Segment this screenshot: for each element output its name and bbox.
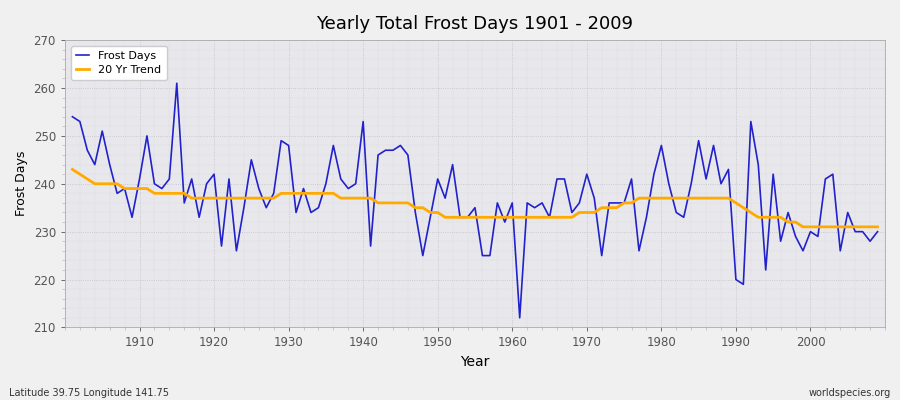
Line: Frost Days: Frost Days <box>72 83 878 318</box>
20 Yr Trend <box>336 196 346 200</box>
20 Yr Trend <box>872 224 883 229</box>
Frost Days <box>514 316 525 320</box>
Frost Days <box>872 229 883 234</box>
Text: worldspecies.org: worldspecies.org <box>809 388 891 398</box>
Frost Days <box>343 186 354 191</box>
Line: 20 Yr Trend: 20 Yr Trend <box>72 169 878 227</box>
20 Yr Trend <box>597 205 608 210</box>
Frost Days <box>522 200 533 205</box>
X-axis label: Year: Year <box>460 355 490 369</box>
20 Yr Trend <box>797 224 808 229</box>
20 Yr Trend <box>67 167 77 172</box>
Y-axis label: Frost Days: Frost Days <box>15 151 28 216</box>
Title: Yearly Total Frost Days 1901 - 2009: Yearly Total Frost Days 1901 - 2009 <box>317 15 634 33</box>
Frost Days <box>611 200 622 205</box>
Frost Days <box>507 200 517 205</box>
Frost Days <box>171 81 182 86</box>
Text: Latitude 39.75 Longitude 141.75: Latitude 39.75 Longitude 141.75 <box>9 388 169 398</box>
Frost Days <box>67 114 77 119</box>
Legend: Frost Days, 20 Yr Trend: Frost Days, 20 Yr Trend <box>70 46 167 80</box>
20 Yr Trend <box>507 215 517 220</box>
Frost Days <box>298 186 309 191</box>
Frost Days <box>127 215 138 220</box>
20 Yr Trend <box>291 191 302 196</box>
20 Yr Trend <box>500 215 510 220</box>
20 Yr Trend <box>127 186 138 191</box>
